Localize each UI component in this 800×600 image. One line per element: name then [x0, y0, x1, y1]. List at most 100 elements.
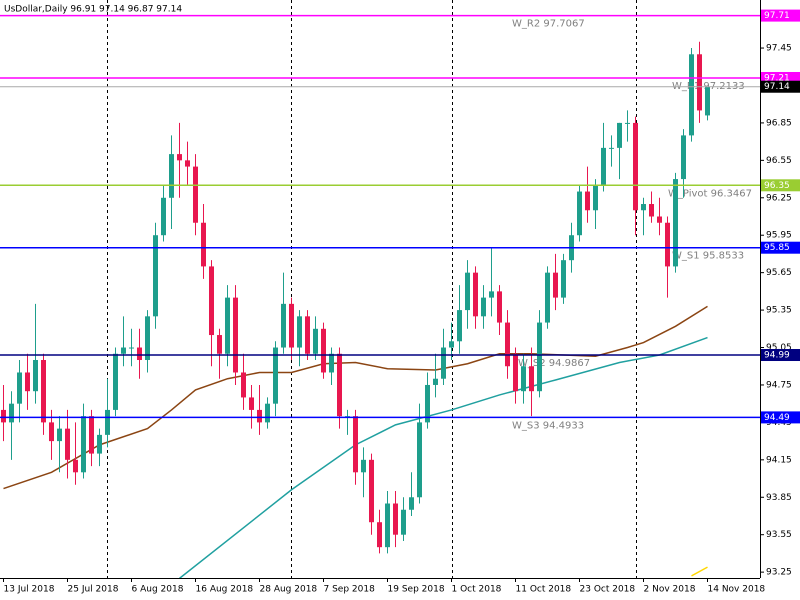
candle-body — [425, 384, 430, 423]
y-tick-label: 95.05 — [766, 343, 792, 353]
candle-body — [473, 272, 478, 317]
candle-body — [217, 335, 222, 354]
level-label: 94.99 — [764, 351, 790, 361]
candle-body — [289, 303, 294, 348]
candle-body — [9, 403, 14, 423]
candle-body — [57, 428, 62, 442]
candle-body — [241, 372, 246, 398]
period-separators — [107, 0, 637, 578]
candle-body — [161, 197, 166, 236]
candle-body — [233, 297, 238, 373]
candle-body — [601, 147, 606, 186]
candle-body — [201, 222, 206, 267]
candle-body — [377, 522, 382, 548]
candle-body — [393, 503, 398, 535]
last-price-label: 97.14 — [764, 82, 790, 92]
candle-body — [489, 291, 494, 298]
candle-body — [441, 347, 446, 379]
y-tick-label: 97.45 — [766, 44, 792, 54]
candle-body — [705, 86, 710, 116]
indicator-line — [691, 566, 708, 577]
candle-body — [305, 316, 310, 354]
last-price-box — [761, 80, 800, 93]
candle-body — [513, 353, 518, 392]
level-label: 96.35 — [764, 181, 790, 191]
candle-body — [385, 503, 390, 548]
candle-body — [329, 353, 334, 373]
candle-body — [361, 459, 366, 473]
candle-body — [321, 328, 326, 373]
candle-body — [673, 179, 678, 267]
x-tick-label: 23 Oct 2018 — [580, 585, 636, 595]
candle-body — [41, 360, 46, 423]
level-label-box — [761, 9, 800, 22]
candle-body — [97, 434, 102, 454]
candle-body — [401, 509, 406, 535]
candle-body — [297, 316, 302, 348]
x-tick-label: 16 Aug 2018 — [196, 585, 254, 595]
level-label: 97.71 — [764, 11, 790, 21]
candle-body — [273, 347, 278, 404]
x-tick-label: 28 Aug 2018 — [260, 585, 318, 595]
x-tick-label: 6 Aug 2018 — [132, 585, 184, 595]
candle-body — [337, 353, 342, 417]
level-note: W_S1 95.8533 — [672, 251, 744, 262]
candle-body — [353, 416, 358, 473]
candle-body — [593, 185, 598, 211]
candle-body — [577, 191, 582, 236]
candle-body — [617, 122, 622, 148]
y-tick-label: 96.25 — [766, 193, 792, 203]
candle-body — [409, 497, 414, 510]
candle-body — [417, 422, 422, 498]
level-label-box — [761, 179, 800, 192]
candle-body — [449, 341, 454, 348]
candle-body — [481, 297, 486, 317]
y-tick-label: 96.55 — [766, 156, 792, 166]
level-note: W_R2 97.7067 — [512, 19, 585, 30]
candle-body — [505, 322, 510, 367]
candle-body — [657, 216, 662, 223]
y-tick-label: 96.85 — [766, 118, 792, 128]
candle-body — [497, 291, 502, 323]
candle-body — [209, 266, 214, 336]
candle-body — [561, 260, 566, 298]
candle-body — [153, 235, 158, 317]
x-tick-label: 14 Nov 2018 — [708, 585, 766, 595]
level-label-box — [761, 411, 800, 424]
candle-body — [545, 272, 550, 323]
candle-body — [521, 366, 526, 392]
candle-body — [585, 191, 590, 211]
candle-body — [145, 316, 150, 361]
x-tick-label: 25 Jul 2018 — [68, 585, 119, 595]
y-tick-label: 95.35 — [766, 306, 792, 316]
candle-body — [113, 353, 118, 410]
candle-body — [633, 122, 638, 211]
candle-body — [129, 347, 134, 349]
candle-body — [33, 360, 38, 392]
candle-body — [257, 409, 262, 423]
candle-body — [89, 416, 94, 454]
x-tick-label: 7 Sep 2018 — [324, 585, 376, 595]
candle-body — [249, 397, 254, 410]
y-tick-label: 93.25 — [766, 568, 792, 578]
x-tick-label: 1 Oct 2018 — [452, 585, 502, 595]
candle-body — [265, 403, 270, 423]
level-label: 94.49 — [764, 413, 790, 423]
candle-body — [25, 372, 30, 392]
candle-body — [625, 122, 630, 124]
candle-body — [121, 347, 126, 354]
candle-body — [65, 428, 70, 460]
y-tick-label: 94.15 — [766, 455, 792, 465]
x-tick-label: 19 Sep 2018 — [388, 585, 445, 595]
x-tick-label: 2 Nov 2018 — [644, 585, 696, 595]
level-label-box — [761, 241, 800, 254]
candle-body — [177, 154, 182, 161]
candle-body — [105, 409, 110, 435]
chart-title: UsDollar,Daily 96.91 97.14 96.87 97.14 — [4, 5, 182, 15]
candle-body — [1, 409, 6, 423]
y-tick-label: 95.65 — [766, 268, 792, 278]
candle-body — [649, 204, 654, 217]
